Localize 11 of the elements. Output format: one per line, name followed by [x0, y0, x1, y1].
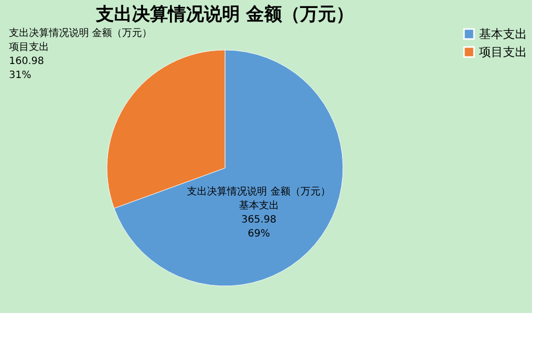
data-label: 160.98	[9, 56, 44, 67]
text: 31%	[9, 70, 32, 81]
chart-title: 支出决算情况说明 金额（万元）	[94, 4, 354, 25]
legend-label: 项目支出	[479, 45, 527, 59]
data-label: 365.98	[241, 214, 276, 226]
slice-label: 基本支出	[238, 200, 279, 212]
text: 69%	[248, 228, 270, 240]
text: 支出决算情况说明 金额（万元）	[9, 26, 152, 39]
legend-label: 基本支出	[479, 27, 527, 41]
slice-label: 项目支出	[9, 40, 49, 53]
text: 支出决算情况说明 金额（万元）	[187, 186, 330, 198]
